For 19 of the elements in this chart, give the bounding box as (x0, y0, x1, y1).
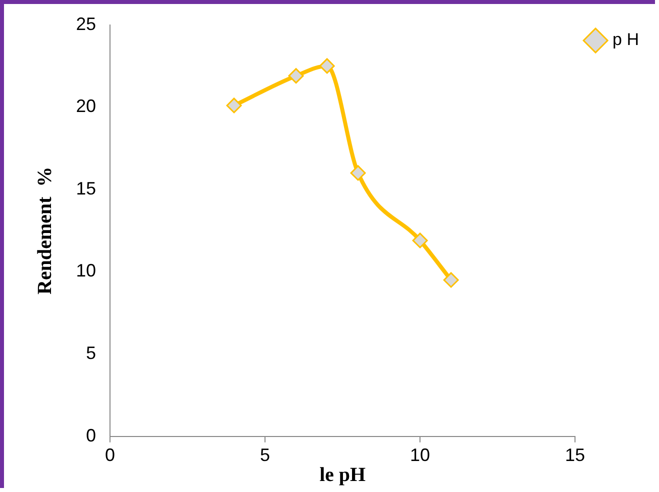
y-tick-label: 20 (76, 96, 96, 116)
point (226, 98, 242, 114)
y-tick-label: 10 (76, 260, 96, 281)
point (412, 232, 428, 248)
x-tick-label: 5 (260, 445, 270, 466)
x-axis-title: le pH (319, 464, 366, 486)
y-tick-label: 0 (86, 425, 96, 446)
y-tick-label: 25 (76, 14, 96, 34)
legend-label: p H (612, 30, 640, 50)
x-tick-label: 15 (565, 445, 586, 466)
y-tick-label: 15 (76, 178, 96, 198)
point (350, 165, 366, 181)
y-tick-label: 5 (86, 343, 96, 364)
y-axis-title: Rendement % (34, 166, 56, 294)
point (319, 58, 335, 74)
point (288, 68, 304, 84)
x-tick-label: 0 (105, 445, 116, 466)
x-tick-label: 10 (410, 445, 430, 466)
point (443, 272, 459, 288)
